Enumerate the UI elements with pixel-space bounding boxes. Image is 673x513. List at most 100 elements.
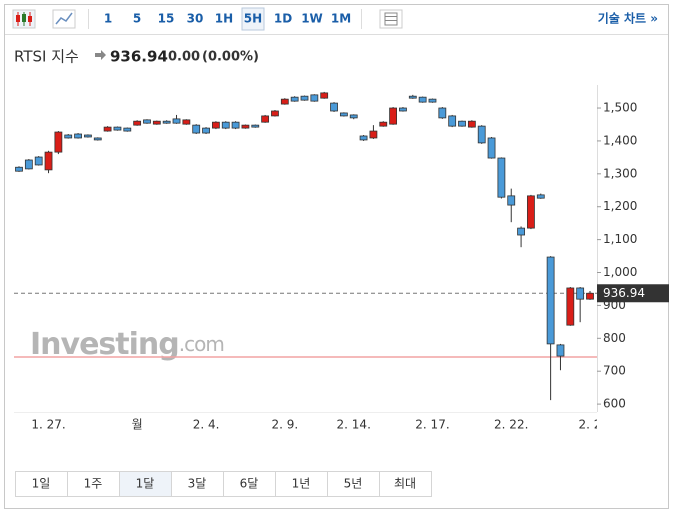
range-button[interactable]: 1년 [292,477,311,491]
interval-button[interactable]: 30 [187,12,204,26]
candle-body [172,118,181,124]
candle-body [566,287,575,326]
line-icon[interactable] [52,9,76,29]
x-tick-label: 1. 27. [31,418,65,432]
range-button-bg [119,471,172,497]
candle-body [438,107,447,119]
interval-button[interactable]: 1W [301,12,323,26]
candle-body [418,96,427,103]
range-button[interactable]: 최대 [394,477,416,491]
interval-button[interactable]: 1 [104,12,112,26]
candle-body [458,120,466,127]
candle-body [133,120,142,126]
range-button-bg [379,471,432,497]
candle-body [143,119,151,124]
y-tick-label: 1,500 [603,101,637,115]
candle-body [103,126,112,132]
candle-body [123,127,132,132]
range-button[interactable]: 1주 [84,477,103,491]
candle-body [527,195,535,229]
range-button-bg [223,471,276,497]
candle-body [517,227,525,236]
range-button-bg [15,471,68,497]
y-tick-label: 1,300 [603,166,637,180]
x-tick-label: 2. 9. [271,418,298,432]
range-button[interactable]: 5년 [344,477,363,491]
candle-body [448,115,457,127]
candle-body [192,124,201,134]
candle-body [300,95,309,101]
y-tick-label: 700 [603,364,626,378]
candle-body [15,166,23,172]
candle-body [428,98,437,103]
candle-body [44,151,53,171]
range-button[interactable]: 1달 [136,477,155,491]
candle-body [211,121,220,129]
interval-button[interactable]: 1H [215,12,233,26]
plot [14,91,597,401]
y-tick-label: 1,200 [603,199,637,213]
x-tick-label: 2. 22. [494,418,528,432]
candle-body [477,125,486,144]
y-tick-label: 1,000 [603,265,637,279]
interval-button[interactable]: 1M [331,12,351,26]
candle-body [379,121,388,127]
candle-body [359,135,368,141]
candle-body [271,110,279,117]
candle-body [34,156,43,166]
x-tick-label: 2. 17. [415,418,449,432]
selected-interval [241,7,265,31]
y-tick-label: 1,100 [603,232,637,246]
candle-body [202,127,210,134]
candle-body [261,115,270,123]
candle-body [84,134,92,138]
technical-chart-link[interactable]: 기술 차트 » [598,11,658,26]
candle-body [330,102,338,112]
candle-body [251,124,260,128]
interval-button[interactable]: 5 [133,12,141,26]
candle-body [536,194,545,199]
candle-body [556,344,565,357]
arrow-icon [95,50,106,60]
table-icon[interactable] [379,9,403,29]
y-tick-label: 1,400 [603,133,637,147]
candle-body [467,120,476,128]
candle-body [339,112,348,117]
range-button[interactable]: 6달 [240,477,259,491]
candle-body [320,92,329,99]
interval-button[interactable]: 1D [274,12,292,26]
interval-button[interactable]: 5H [244,12,262,26]
x-tick-label: 월 [132,418,143,432]
candle-body [93,137,102,141]
last-price-label: 936.94 [603,286,645,300]
x-tick-label: 2. 14. [337,418,371,432]
y-tick-label: 800 [603,331,626,345]
candle-body [399,107,407,112]
candle-body [389,107,398,125]
range-button[interactable]: 3달 [188,477,207,491]
x-tick-label: 2. 2 [579,418,602,432]
instrument-name: RTSI 지수 [14,48,79,66]
candle-body [241,124,250,129]
candle-body [231,121,240,129]
candle-body [280,98,289,105]
candle-body [290,96,299,102]
candle-body [221,121,230,129]
last-price: 936.94 [110,48,168,66]
range-button-bg [327,471,380,497]
candle-body [586,292,594,300]
interval-button[interactable]: 15 [158,12,175,26]
candle-body [546,256,555,345]
candle-body [64,134,73,139]
candle-icon[interactable] [12,9,36,29]
change-percent: (0.00%) [202,50,259,65]
candle-body [497,157,506,198]
range-button[interactable]: 1일 [32,477,51,491]
candle-body [369,130,378,139]
x-tick-label: 2. 4. [193,418,220,432]
candle-body [74,133,82,139]
candle-body [24,159,33,170]
y-tick-label: 600 [603,397,626,411]
candle-body [310,94,319,102]
